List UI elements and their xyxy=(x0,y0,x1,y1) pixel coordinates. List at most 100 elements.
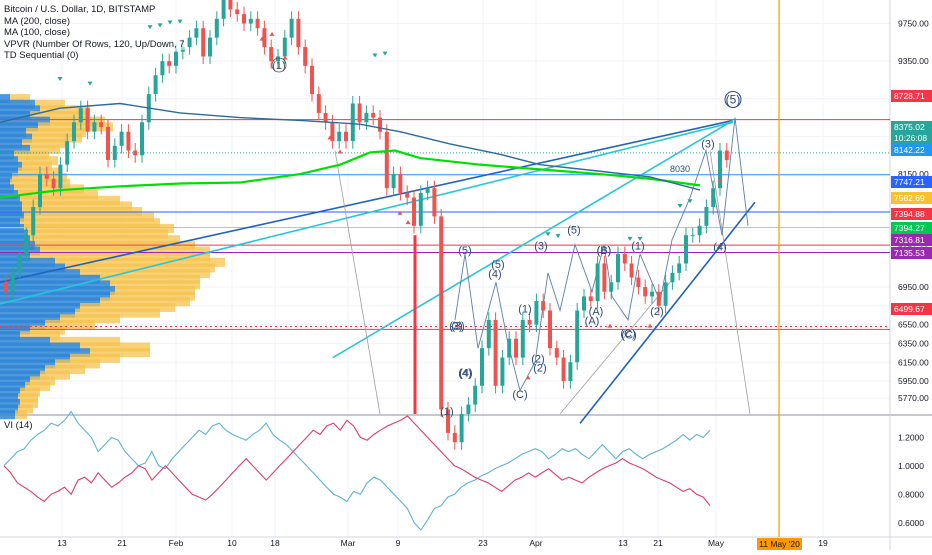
td-buy-marker-6 xyxy=(372,53,378,58)
wave-label-13: (2) xyxy=(531,353,544,365)
candle-body-85 xyxy=(582,296,586,311)
chart-legend: Bitcoin / U.S. Dollar, 1D, BITSTAMP MA (… xyxy=(4,4,185,62)
vpvr-down-row-8 xyxy=(22,139,67,149)
candle-body-100 xyxy=(684,235,688,264)
vpvr-up-row-54 xyxy=(0,398,20,408)
vi-tick-0: 1.2000 xyxy=(898,432,924,442)
candle-body-80 xyxy=(548,310,552,349)
td-sell-marker-5 xyxy=(397,210,403,215)
candle-body-8 xyxy=(58,164,63,189)
price-label-9: 7135.53 xyxy=(894,248,925,258)
candle-body-104 xyxy=(711,188,716,207)
vpvr-up-row-6 xyxy=(0,127,26,137)
td-sell-marker-8 xyxy=(607,323,613,328)
td-buy-marker-2 xyxy=(167,20,173,25)
candle-body-12 xyxy=(85,108,90,132)
price-tick-13: 5770.00 xyxy=(898,393,929,403)
candle-body-101 xyxy=(690,235,695,237)
td-sell-marker-6 xyxy=(405,220,411,225)
candle-body-64 xyxy=(439,216,444,410)
indicator-ma100[interactable]: MA (100, close) xyxy=(4,27,70,39)
candle-body-27 xyxy=(187,37,192,48)
vpvr-down-row-7 xyxy=(32,133,82,143)
ma200-line xyxy=(0,149,701,199)
price-tick-12: 5950.00 xyxy=(898,376,929,386)
vpvr-up-row-9 xyxy=(0,144,30,154)
candle-body-38 xyxy=(262,28,267,48)
vpvr-down-row-13 xyxy=(18,167,60,177)
wave-label-2: (3) xyxy=(449,320,462,332)
vpvr-up-row-14 xyxy=(0,173,12,183)
vpvr-up-row-2 xyxy=(0,105,40,115)
vpvr-down-row-18 xyxy=(20,195,120,205)
vpvr-down-row-23 xyxy=(24,223,174,233)
price-tick-10: 6350.00 xyxy=(898,338,929,348)
wave-label-5: (A) xyxy=(585,316,600,328)
wave-label-6: (B) xyxy=(597,245,612,257)
td-buy-marker-4 xyxy=(87,81,93,86)
candle-body-46 xyxy=(316,94,321,113)
price-label-1: 8375.02 xyxy=(894,122,925,132)
candle-body-47 xyxy=(323,112,328,123)
candle-body-53 xyxy=(364,112,369,123)
wave-label-22: (3) xyxy=(451,320,464,332)
vpvr-up-row-15 xyxy=(0,178,10,188)
vpvr-down-row-3 xyxy=(30,111,90,121)
candle-body-51 xyxy=(350,103,355,142)
vpvr-down-row-29 xyxy=(55,257,225,267)
projection-line-1 xyxy=(334,150,381,415)
vpvr-down-row-41 xyxy=(30,325,65,335)
indicator-td-sequential[interactable]: TD Sequential (0) xyxy=(4,50,79,62)
date-highlight-label: 11 May '20 xyxy=(759,539,800,549)
candle-body-65 xyxy=(446,409,450,433)
price-label-bg-5 xyxy=(891,192,932,204)
vpvr-up-row-36 xyxy=(0,297,100,307)
vpvr-down-row-16 xyxy=(14,184,84,194)
vpvr-down-row-1 xyxy=(35,99,65,109)
wave-circle-1 xyxy=(271,57,287,73)
vpvr-down-row-54 xyxy=(20,398,38,408)
vpvr-up-row-45 xyxy=(0,348,90,358)
td-buy-marker-0 xyxy=(147,25,153,30)
td-sell-marker-0 xyxy=(259,36,265,41)
vpvr-down-row-2 xyxy=(40,105,90,115)
price-tick-0: 9750.00 xyxy=(898,19,929,29)
candle-body-17 xyxy=(119,131,124,146)
price-label-3: 8142.22 xyxy=(894,145,925,155)
indicator-ma200[interactable]: MA (200, close) xyxy=(4,15,70,27)
candle-body-10 xyxy=(72,122,76,142)
wave-label-18: (2) xyxy=(650,306,663,318)
candle-body-77 xyxy=(527,319,532,325)
indicator-vpvr[interactable]: VPVR (Number Of Rows, 120, Up/Down, 7 xyxy=(4,38,185,50)
vpvr-up-row-22 xyxy=(0,218,20,228)
vpvr-down-row-43 xyxy=(50,336,120,346)
candle-body-50 xyxy=(344,131,348,142)
candle-body-40 xyxy=(276,56,280,62)
time-tick-9: 13 xyxy=(618,538,628,548)
wave-label-11: (4) xyxy=(488,269,501,281)
candle-body-28 xyxy=(194,28,199,38)
vpvr-down-row-46 xyxy=(70,353,120,363)
candle-body-95 xyxy=(650,291,654,297)
price-label-bg-2 xyxy=(891,132,932,144)
symbol-title[interactable]: Bitcoin / U.S. Dollar, 1D, BITSTAMP xyxy=(4,4,156,16)
vpvr-up-row-46 xyxy=(0,353,70,363)
vi-legend[interactable]: VI (14) xyxy=(4,420,33,431)
vpvr-up-row-7 xyxy=(0,133,32,143)
vpvr-up-row-39 xyxy=(0,314,60,324)
vpvr-down-row-17 xyxy=(18,190,98,200)
wave-label-4: (5) xyxy=(458,245,471,257)
price-tick-9: 6550.00 xyxy=(898,320,929,330)
time-tick-8: Apr xyxy=(529,538,542,548)
price-tick-7: 6950.00 xyxy=(898,282,929,292)
candle-body-70 xyxy=(480,348,484,386)
vpvr-up-row-47 xyxy=(0,359,55,369)
td-sell-marker-1 xyxy=(269,31,275,36)
vpvr-up-row-21 xyxy=(0,212,24,222)
vpvr-up-row-32 xyxy=(0,274,100,284)
wave-label-12: (1) xyxy=(518,303,531,315)
time-tick-4: 18 xyxy=(270,538,280,548)
vpvr-down-row-40 xyxy=(45,319,95,329)
candle-body-93 xyxy=(636,277,641,287)
